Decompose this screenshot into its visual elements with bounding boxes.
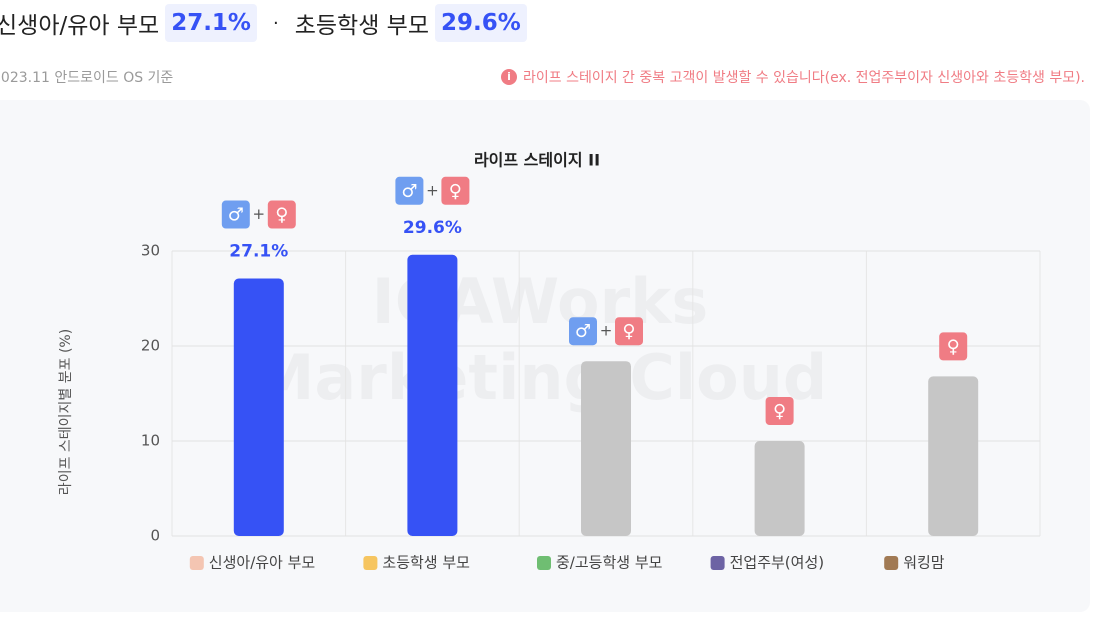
separator: · [272,12,279,34]
x-tick-label: 중/고등학생 부모 [556,554,663,572]
notice: i 라이프 스테이지 간 중복 고객이 발생할 수 있습니다(ex. 전업주부이자… [501,67,1085,87]
bar [407,254,458,537]
header-label: 신생아/유아 부모 [0,13,160,39]
bar [928,376,979,536]
watermark: Marketing Cloud [253,341,828,414]
tag-joiner: + [253,205,266,223]
header-value: 29.6% [435,4,527,42]
x-tick-label: 신생아/유아 부모 [209,554,316,572]
y-tick-label: 20 [141,337,160,355]
tag-joiner: + [426,181,439,199]
tag-joiner: + [600,322,613,340]
header-value: 27.1% [165,4,257,42]
gender-tag [395,176,424,205]
notice-text: 라이프 스테이지 간 중복 고객이 발생할 수 있습니다(ex. 전업주부이자 … [523,70,1085,86]
gender-symbol: ♀ [275,205,288,226]
gender-symbol: ♀ [622,321,635,342]
header-label: 초등학생 부모 [294,13,429,39]
x-tick-label: 전업주부(여성) [730,554,825,572]
gender-symbol: ♂ [228,205,244,226]
value-label: 29.6% [403,218,462,238]
header: 신생아/유아 부모 27.1% · 초등학생 부모 29.6% [0,4,527,42]
x-tick-label: 초등학생 부모 [382,554,470,572]
gender-tag [267,200,296,229]
value-label: 27.1% [229,242,288,262]
source-note: 2023.11 안드로이드 OS 기준 [0,70,174,86]
category-icon [884,556,899,570]
gender-symbol: ♂ [401,181,417,202]
gender-tag [441,176,470,205]
bar [754,441,805,536]
gender-symbol: ♀ [773,401,786,422]
category-icon [363,556,378,570]
y-axis-label: 라이프 스테이지별 분포 (%) [58,329,74,495]
y-tick-label: 10 [141,432,160,450]
gender-symbol: ♀ [947,336,960,357]
chart-title: 라이프 스테이지 II [474,151,600,170]
gender-tag [939,332,968,361]
gender-symbol: ♂ [575,321,591,342]
gender-tag [221,200,250,229]
bar [581,361,631,536]
y-tick-label: 30 [141,242,160,260]
category-icon [710,556,725,570]
category-icon [189,556,204,570]
bar [233,278,284,536]
gender-tag [615,317,643,346]
gender-tag [569,317,597,346]
y-tick-label: 0 [150,527,160,545]
gender-symbol: ♀ [449,181,462,202]
category-icon [537,556,551,570]
gender-tag [765,397,794,425]
info-icon: i [501,69,517,85]
x-tick-label: 워킹맘 [903,554,945,572]
